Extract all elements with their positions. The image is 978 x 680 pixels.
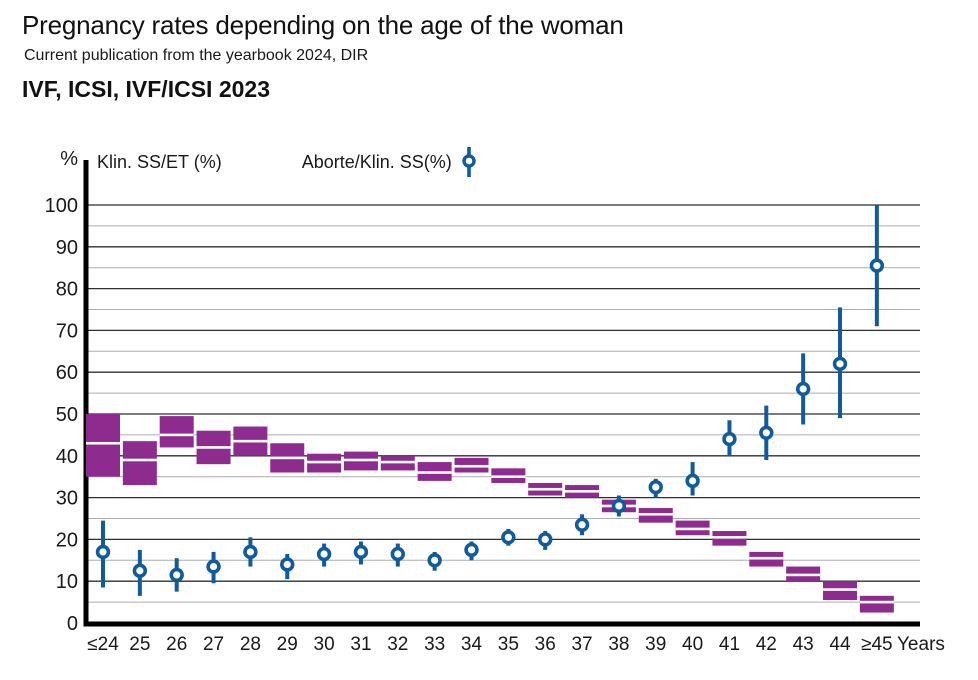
abortion-rate-marker: [574, 517, 590, 532]
x-tick-label: 30: [314, 634, 335, 655]
pregnancy-rate-mean-line: [196, 446, 231, 449]
abortion-rate-marker: [169, 567, 184, 583]
pregnancy-rate-mean-line: [675, 527, 710, 531]
abortion-rate-marker: [243, 544, 258, 560]
x-tick-label: 37: [571, 634, 592, 655]
pregnancy-rate-mean-line: [528, 487, 563, 491]
abortion-rate-marker: [795, 381, 811, 397]
x-tick-label: 40: [682, 634, 703, 655]
abortion-rate-marker: [869, 258, 885, 273]
x-tick-label: 41: [719, 634, 740, 655]
pregnancy-rate-box: [859, 595, 894, 613]
x-tick-label: 32: [387, 634, 408, 655]
y-tick-label: 10: [56, 571, 78, 593]
pregnancy-rate-mean-line: [638, 513, 673, 516]
y-tick-label: 0: [67, 613, 78, 635]
pregnancy-rate-mean-line: [786, 573, 821, 577]
abortion-rate-marker: [611, 498, 627, 514]
x-tick-label: 38: [608, 634, 629, 655]
y-tick-label: 60: [56, 362, 78, 384]
pregnancy-rate-mean-line: [749, 556, 784, 560]
x-tick-label: 33: [424, 634, 445, 655]
y-tick-label: 50: [56, 404, 78, 426]
page-title: Pregnancy rates depending on the age of …: [22, 10, 624, 40]
abortion-rate-legend-marker: [462, 147, 476, 177]
abortion-rate-marker: [464, 542, 479, 558]
pregnancy-rate-mean-line: [343, 458, 378, 462]
abortion-rate-marker: [722, 431, 737, 447]
abortion-rate-marker: [132, 563, 148, 578]
pregnancy-rate-mean-line: [491, 475, 526, 478]
abortion-rate-marker: [280, 557, 295, 572]
x-tick-label: 31: [350, 634, 371, 655]
x-tick-label: 34: [461, 634, 483, 655]
legend-item-abortion-rate: Aborte/Klin. SS(%): [302, 145, 477, 179]
y-tick-label: 20: [56, 529, 78, 551]
pregnancy-rate-mean-line: [823, 588, 857, 591]
abortion-rate-marker: [206, 559, 221, 574]
pregnancy-rate-mean-line: [122, 458, 157, 462]
y-tick-label: 40: [56, 446, 78, 468]
x-tick-label: 36: [535, 634, 556, 655]
y-tick-label: 100: [45, 195, 78, 217]
section-title: IVF, ICSI, IVF/ICSI 2023: [22, 76, 270, 102]
pregnancy-rate-mean-line: [307, 460, 342, 464]
pregnancy-rate-mean-line: [565, 490, 600, 493]
pregnancy-rate-mean-line: [270, 456, 305, 460]
abortion-rate-marker: [501, 530, 516, 545]
abortion-rate-marker: [95, 544, 111, 560]
x-tick-label: 44: [829, 634, 851, 655]
chart: 0 10 20 30 40 50 60 70 80 90 100 ≤24 25 26 27 28 29 30 31 3…: [0, 140, 978, 680]
x-tick-label: 27: [203, 634, 224, 655]
pregnancy-rate-box: [122, 441, 157, 486]
abortion-rate-marker: [390, 546, 405, 562]
x-tick-label: 29: [277, 634, 298, 655]
x-tick-label: 25: [129, 634, 150, 655]
x-tick-label: 35: [498, 634, 519, 655]
x-tick-label: 42: [756, 634, 777, 655]
abortion-rate-marker: [427, 553, 442, 568]
legend: Klin. SS/ET (%) Aborte/Klin. SS(%): [97, 145, 477, 179]
abortion-rate-marker: [759, 425, 774, 441]
abortion-rate-marker: [685, 473, 700, 489]
x-axis-unit-label: Years: [897, 634, 945, 655]
abortion-rate-marker: [648, 479, 663, 495]
x-tick-label: 43: [793, 634, 814, 655]
pregnancy-rate-mean-line: [159, 433, 194, 437]
y-tick-label: 90: [56, 237, 78, 259]
legend-item-pregnancy-rate: Klin. SS/ET (%): [97, 152, 260, 173]
x-tick-label: ≥45: [861, 634, 893, 655]
page-subtitle: Current publication from the yearbook 20…: [24, 47, 369, 64]
y-axis-unit-label: %: [60, 148, 78, 170]
y-tick-label: 30: [56, 488, 78, 510]
pregnancy-rate-box: [159, 416, 194, 448]
pregnancy-rate-mean-line: [712, 536, 747, 539]
pregnancy-rate-box: [86, 414, 120, 477]
abortion-rate-marker: [353, 544, 369, 560]
legend-label-pregnancy-rate: Klin. SS/ET (%): [97, 151, 222, 172]
pregnancy-rate-legend-swatch: [227, 155, 260, 170]
abortion-rate-marker: [832, 356, 848, 372]
y-tick-label: 70: [56, 320, 78, 342]
x-tick-label: 39: [645, 634, 666, 655]
x-tick-label: 28: [240, 634, 261, 655]
pregnancy-rate-mean-line: [417, 471, 452, 474]
pregnancy-rate-mean-line: [233, 439, 268, 443]
pregnancy-rate-mean-line: [454, 464, 489, 468]
legend-label-abortion-rate: Aborte/Klin. SS(%): [301, 151, 452, 172]
pregnancy-rate-mean-line: [380, 460, 415, 464]
pregnancy-rate-mean-line: [86, 441, 120, 445]
pregnancy-rate-mean-line: [859, 600, 894, 604]
x-tick-label: ≤24: [87, 634, 119, 655]
chart-canvas: 0 10 20 30 40 50 60 70 80 90 100 ≤24 25 26 27 28 29 30 31 3…: [45, 160, 945, 655]
abortion-rate-marker: [537, 532, 553, 547]
x-tick-label: 26: [166, 634, 187, 655]
y-tick-label: 80: [56, 279, 78, 301]
abortion-rate-marker: [316, 546, 332, 562]
